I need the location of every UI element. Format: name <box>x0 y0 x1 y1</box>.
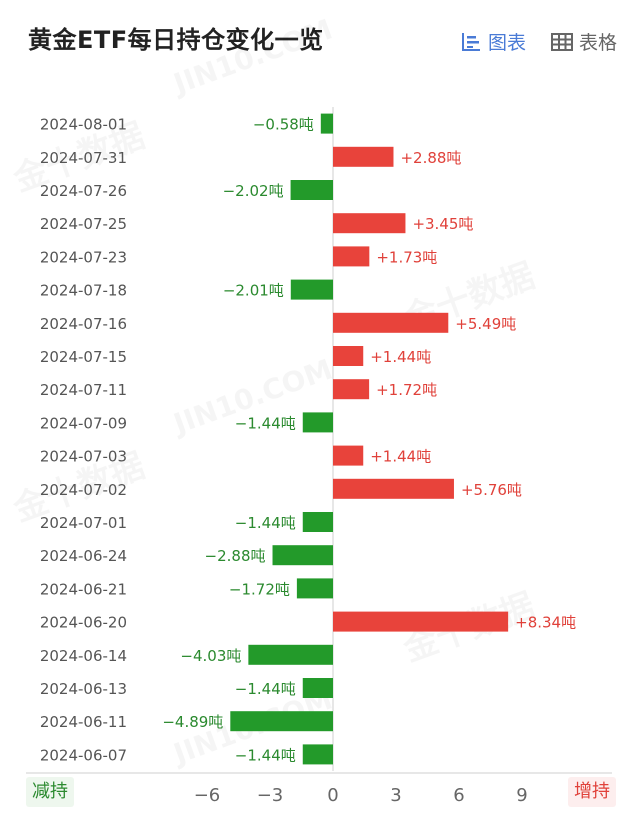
category-label: 2024-06-14 <box>40 647 127 665</box>
category-label: 2024-06-21 <box>40 580 127 598</box>
value-label: −2.01吨 <box>223 282 284 300</box>
bar <box>230 711 333 732</box>
category-label: 2024-07-11 <box>40 381 127 399</box>
bar <box>320 113 333 134</box>
bar <box>333 146 394 167</box>
category-label: 2024-07-31 <box>40 149 127 167</box>
bar <box>333 445 364 466</box>
chart-header: 黄金ETF每日持仓变化一览 图表 表格 <box>0 0 630 80</box>
x-tick-label: 0 <box>327 785 338 806</box>
bar <box>290 279 333 300</box>
table-view-tab[interactable]: 表格 <box>551 28 617 55</box>
value-label: −1.44吨 <box>235 680 296 698</box>
category-label: 2024-07-03 <box>40 448 127 466</box>
category-label: 2024-06-11 <box>40 713 127 731</box>
table-view-label: 表格 <box>579 32 618 54</box>
x-tick-label: 9 <box>516 785 527 806</box>
bar <box>248 644 333 665</box>
value-label: +3.45吨 <box>412 215 473 233</box>
category-label: 2024-07-02 <box>40 481 127 499</box>
category-label: 2024-08-01 <box>40 116 127 134</box>
increase-legend-label: 增持 <box>568 777 616 807</box>
chart-view-label: 图表 <box>488 32 527 54</box>
value-label: −1.72吨 <box>229 580 290 598</box>
bar <box>333 346 364 366</box>
category-label: 2024-06-20 <box>40 614 127 632</box>
x-tick-label: 6 <box>453 785 464 806</box>
page-title: 黄金ETF每日持仓变化一览 <box>28 26 324 54</box>
bar <box>333 379 370 400</box>
value-label: +2.88吨 <box>400 149 461 167</box>
value-label: −0.58吨 <box>253 116 314 134</box>
bar <box>302 512 333 532</box>
value-label: +1.73吨 <box>376 248 437 266</box>
value-label: −4.89吨 <box>162 713 223 731</box>
bar-chart-icon <box>460 31 482 53</box>
value-label: +5.49吨 <box>455 315 516 333</box>
bar <box>302 412 333 433</box>
value-label: −1.44吨 <box>235 414 296 432</box>
value-label: −1.44吨 <box>235 514 296 532</box>
value-label: −2.88吨 <box>205 547 266 565</box>
value-label: +8.34吨 <box>515 614 576 632</box>
category-label: 2024-07-26 <box>40 182 127 200</box>
value-label: +5.76吨 <box>461 481 522 499</box>
value-label: +1.72吨 <box>376 381 437 399</box>
value-label: +1.44吨 <box>370 448 431 466</box>
bar <box>302 678 333 698</box>
value-label: +1.44吨 <box>370 348 431 366</box>
category-label: 2024-06-24 <box>40 547 127 565</box>
bar <box>333 213 406 234</box>
value-label: −4.03吨 <box>180 647 241 665</box>
x-tick-label: 3 <box>390 785 401 806</box>
x-tick-label: −6 <box>194 785 221 806</box>
table-icon <box>551 32 573 52</box>
bar <box>333 478 454 499</box>
category-label: 2024-07-01 <box>40 514 127 532</box>
category-label: 2024-07-25 <box>40 215 127 233</box>
bar <box>333 312 449 333</box>
bar <box>290 180 333 200</box>
category-label: 2024-07-23 <box>40 248 127 266</box>
category-label: 2024-06-07 <box>40 746 127 764</box>
bar <box>296 578 333 599</box>
bar <box>272 545 333 566</box>
decrease-legend-label: 减持 <box>26 777 74 807</box>
category-label: 2024-07-09 <box>40 414 127 432</box>
category-label: 2024-06-13 <box>40 680 127 698</box>
bar <box>333 611 509 632</box>
value-label: −1.44吨 <box>235 746 296 764</box>
chart-view-tab[interactable]: 图表 <box>460 28 526 55</box>
value-label: −2.02吨 <box>223 182 284 200</box>
category-label: 2024-07-18 <box>40 282 127 300</box>
category-label: 2024-07-15 <box>40 348 127 366</box>
x-tick-label: −3 <box>257 785 284 806</box>
bar <box>302 744 333 765</box>
category-label: 2024-07-16 <box>40 315 127 333</box>
bar <box>333 246 370 267</box>
